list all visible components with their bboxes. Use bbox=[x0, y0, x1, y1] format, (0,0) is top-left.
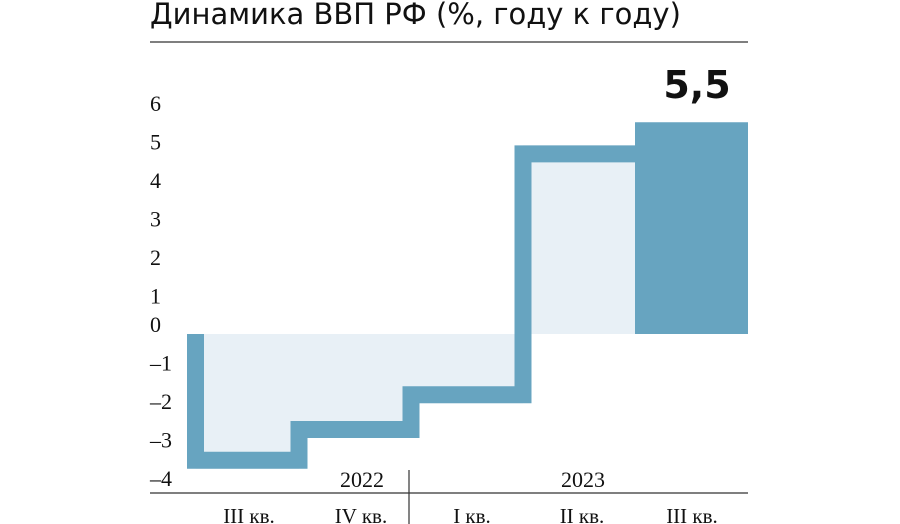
y-tick-label: 6 bbox=[150, 91, 161, 116]
area-fill bbox=[299, 334, 411, 438]
y-tick-label: –3 bbox=[149, 428, 172, 453]
y-tick-label: 3 bbox=[150, 207, 161, 232]
y-tick-label: –2 bbox=[149, 389, 172, 414]
y-tick-label: –4 bbox=[149, 466, 172, 491]
category-label: IV кв. bbox=[335, 504, 387, 524]
y-tick-label: 4 bbox=[150, 168, 161, 193]
category-label: III кв. bbox=[223, 504, 275, 524]
area-fill bbox=[195, 334, 299, 469]
y-axis: 6 5 4 3 2 1 0 –1 –2 –3 –4 bbox=[149, 91, 172, 491]
area-fill-layer bbox=[195, 145, 635, 469]
y-tick-label: –1 bbox=[149, 351, 172, 376]
x-axis: 2022 2023 III кв. IV кв. I кв. II кв. III кв. bbox=[150, 467, 748, 524]
data-labels: 5,5 bbox=[663, 63, 730, 107]
data-label-highlight: 5,5 bbox=[663, 63, 730, 107]
year-label: 2022 bbox=[340, 467, 384, 492]
y-tick-label: 1 bbox=[150, 284, 161, 309]
chart-title: Динамика ВВП РФ (%, году к году) bbox=[150, 0, 681, 31]
step-line bbox=[187, 145, 635, 469]
y-tick-label: 5 bbox=[150, 130, 161, 155]
bar-highlight bbox=[635, 122, 748, 334]
area-fill bbox=[523, 145, 635, 334]
year-label: 2023 bbox=[561, 467, 605, 492]
y-tick-label: 2 bbox=[150, 245, 161, 270]
bars-layer bbox=[635, 122, 748, 334]
category-label: II кв. bbox=[560, 504, 605, 524]
y-tick-label: 0 bbox=[150, 312, 161, 337]
category-label: I кв. bbox=[453, 504, 491, 524]
category-label: III кв. bbox=[666, 504, 718, 524]
step-line-layer bbox=[187, 145, 635, 469]
